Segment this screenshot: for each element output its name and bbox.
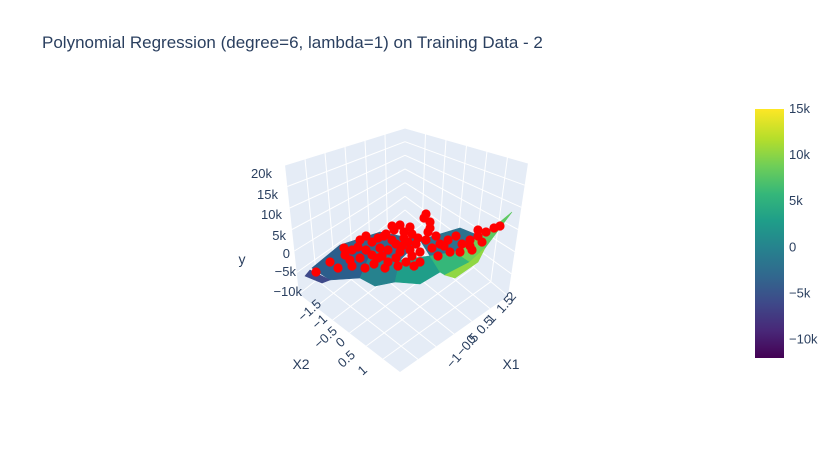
grid-line — [421, 133, 426, 225]
grid-line — [344, 146, 353, 253]
z-tick-label: 20k — [251, 166, 272, 181]
data-point — [355, 253, 365, 263]
colorbar — [755, 109, 784, 358]
data-point — [375, 243, 385, 253]
grid-line — [490, 157, 508, 282]
data-point — [455, 247, 465, 257]
data-point — [457, 239, 467, 249]
colorbar-ticks: 15k 10k 5k 0 −5k −10k — [789, 101, 818, 347]
data-point — [387, 221, 397, 231]
z-tick-label: −5k — [275, 264, 297, 279]
z-tick-label: 5k — [272, 228, 286, 243]
data-point — [387, 235, 397, 245]
grid-line — [364, 140, 371, 239]
grid-line — [382, 281, 492, 360]
data-point — [445, 247, 455, 257]
colorbar-tick-label: −10k — [789, 332, 818, 347]
data-point — [427, 243, 437, 253]
data-point — [345, 255, 355, 265]
colorbar-tick-label: 10k — [789, 147, 810, 162]
z-tick-label: −10k — [273, 284, 302, 299]
data-point — [361, 231, 371, 241]
z-tick-label: 10k — [261, 207, 282, 222]
data-point — [411, 239, 421, 249]
data-point — [311, 267, 321, 277]
grid-line — [324, 152, 335, 267]
data-point — [415, 247, 425, 257]
z-tick-label: 15k — [257, 187, 278, 202]
data-point — [409, 261, 419, 271]
training-points[interactable] — [311, 209, 505, 277]
data-point — [495, 221, 505, 231]
data-point — [425, 223, 435, 233]
colorbar-tick-label: 0 — [789, 239, 796, 254]
data-point — [421, 209, 431, 219]
data-point — [431, 231, 441, 241]
data-point — [473, 225, 483, 235]
data-point — [421, 235, 431, 245]
data-point — [399, 227, 409, 237]
data-point — [391, 253, 401, 263]
z-axis-label: y — [239, 251, 246, 267]
grid-line — [304, 158, 318, 281]
data-point — [325, 257, 335, 267]
data-point — [383, 245, 393, 255]
data-point — [361, 245, 371, 255]
data-point — [373, 253, 383, 263]
data-point — [433, 251, 443, 261]
grid-line — [384, 134, 388, 225]
data-point — [407, 229, 417, 239]
data-point — [407, 251, 417, 261]
colorbar-tick-label: 15k — [789, 101, 810, 116]
data-point — [393, 261, 403, 271]
data-point — [481, 227, 491, 237]
data-point — [477, 237, 487, 247]
data-point — [333, 263, 343, 273]
colorbar-tick-label: −5k — [789, 285, 811, 300]
data-point — [347, 245, 357, 255]
data-point — [395, 220, 405, 230]
wall-right — [405, 128, 528, 296]
colorbar-tick-label: 5k — [789, 193, 803, 208]
surface-patch — [304, 269, 331, 284]
chart-title: Polynomial Regression (degree=6, lambda=… — [42, 33, 543, 52]
grid-line — [438, 139, 447, 239]
data-point — [465, 241, 475, 251]
x-axis-label: X1 — [502, 356, 519, 372]
data-point — [451, 231, 461, 241]
data-point — [383, 257, 393, 267]
data-point — [401, 257, 411, 267]
data-point — [439, 241, 449, 251]
y-axis-label: X2 — [292, 356, 309, 372]
data-point — [403, 237, 413, 247]
data-point — [379, 231, 389, 241]
data-point — [360, 263, 370, 273]
z-tick-label: 0 — [283, 246, 290, 261]
y-tick-label: 0 — [333, 334, 348, 350]
surface-patch — [444, 247, 486, 279]
data-point — [339, 243, 349, 253]
y-tick-label: 1 — [355, 362, 370, 378]
